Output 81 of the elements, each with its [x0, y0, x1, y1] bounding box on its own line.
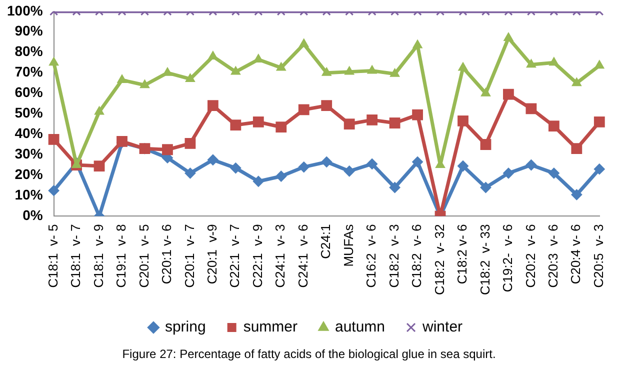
x-tick-label: C18:2 v- 3	[386, 224, 402, 288]
x-tick-label: C18:2 v- 33	[477, 224, 492, 296]
point	[548, 168, 560, 179]
point	[480, 139, 492, 150]
point	[458, 116, 468, 126]
point	[389, 118, 400, 128]
point	[230, 162, 242, 174]
point	[162, 144, 173, 156]
point	[252, 116, 264, 128]
point	[48, 134, 60, 145]
y-tick-label: 40%	[14, 125, 44, 142]
x-tick-label: C20:1 v-9	[204, 224, 220, 284]
point	[276, 170, 287, 182]
x-tick-label: C18:2 v- 6	[454, 224, 470, 284]
x-tick-label: C24:1 v- 3	[272, 224, 288, 288]
y-tick-label: 100%	[6, 2, 44, 18]
point	[366, 114, 378, 126]
x-tick-label: MUFAs	[340, 224, 356, 267]
point	[184, 138, 196, 149]
y-tick-label: 0%	[22, 207, 44, 224]
point	[571, 143, 582, 154]
point	[344, 166, 355, 177]
x-tick-label: C19:2- v- 6	[500, 224, 516, 292]
point	[458, 160, 468, 172]
point	[298, 162, 310, 173]
point	[298, 104, 310, 116]
point	[252, 176, 264, 187]
y-tick-label: 80%	[14, 43, 44, 60]
point	[344, 118, 355, 130]
legend-label: spring	[164, 318, 206, 336]
point	[526, 103, 537, 114]
point	[184, 168, 196, 179]
point	[526, 159, 537, 170]
x-tick-label: C20:4 v- 6	[568, 224, 584, 284]
point	[230, 120, 242, 131]
x-tick-label: C22:1 v- 7	[227, 224, 242, 288]
point	[594, 164, 605, 175]
x-tick-label: C19:1 v- 8	[114, 224, 129, 288]
point	[207, 154, 218, 166]
point	[503, 88, 514, 100]
point	[594, 116, 605, 128]
y-tick-label: 50%	[14, 104, 44, 121]
point	[502, 168, 514, 179]
y-tick-label: 70%	[14, 64, 44, 80]
point	[366, 158, 378, 170]
x-tick-label: C20:2 v- 6	[522, 224, 538, 288]
x-tick-label: C24:1 v- 6	[295, 224, 310, 288]
x-tick-label: C18:1 v- 7	[68, 224, 84, 288]
point	[412, 109, 423, 120]
point	[207, 100, 218, 112]
y-tick-label: 20%	[14, 166, 44, 182]
x-tick-label: C16:2 v- 6	[364, 224, 379, 288]
x-tick-label: C20:1 v- 6	[159, 224, 174, 284]
legend-label: summer	[243, 318, 298, 336]
x-tick-label: C20:5 v- 3	[590, 224, 606, 288]
x-tick-label: C20:3 v- 6	[546, 224, 561, 288]
x-tick-label: C18:1 v- 5	[45, 224, 60, 288]
x-tick-label: C18:1 v- 9	[90, 224, 106, 288]
y-tick-label: 30%	[14, 146, 44, 162]
x-tick-label: C22:1 v- 9	[250, 224, 265, 288]
x-tick-label: C18:2 v- 32	[432, 224, 447, 296]
point	[571, 189, 582, 200]
text: Figure 27: Percentage of fatty acids of the biological glue in sea squirt.	[121, 347, 497, 361]
x-tick-label: C20:1 v- 5	[136, 224, 152, 288]
point	[94, 160, 105, 172]
point	[48, 185, 60, 196]
x-tick-label: C20:1 v- 7	[182, 224, 197, 288]
point	[321, 156, 332, 168]
point	[321, 100, 332, 112]
point	[276, 122, 287, 133]
legend-label: autumn	[334, 318, 386, 336]
point	[548, 120, 560, 132]
x-tick-label: C24:1	[318, 224, 334, 259]
y-tick-label: 10%	[14, 186, 44, 203]
y-tick-label: 90%	[14, 22, 44, 39]
point	[389, 182, 400, 194]
point	[412, 156, 424, 168]
point	[480, 182, 492, 194]
y-tick-label: 60%	[14, 84, 44, 100]
x-tick-label: C18:2 v- 6	[409, 224, 424, 288]
legend-label: winter	[422, 318, 463, 336]
